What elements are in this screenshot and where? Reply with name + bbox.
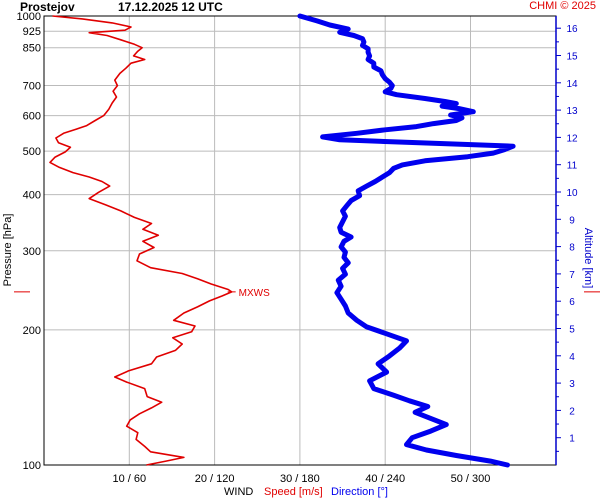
- pressure-tick-label: 1000: [17, 11, 41, 23]
- copyright-notice: CHMI © 2025: [529, 0, 596, 12]
- pressure-tick-label: 700: [23, 81, 41, 93]
- y2-axis-title: Altitude [km]: [582, 228, 594, 289]
- speed-axis-caption: Speed [m/s]: [264, 486, 323, 498]
- pressure-tick-label: 200: [23, 325, 41, 337]
- altitude-tick-label: 5: [569, 325, 575, 336]
- axes: 10 / 60 20 / 120 30 / 180 40 / 240 50 / 300 1…: [17, 11, 578, 485]
- x-axis-caption: WIND: [224, 486, 253, 498]
- x-tick-label: 20 / 120: [195, 473, 235, 485]
- x-tick-label: 50 / 300: [451, 473, 491, 485]
- altitude-tick-label: 9: [569, 215, 575, 226]
- sounding-datetime: 17.12.2025 12 UTC: [118, 0, 223, 14]
- altitude-tick-label: 12: [566, 133, 578, 144]
- pressure-tick-label: 100: [23, 460, 41, 472]
- x-tick-label: 30 / 180: [280, 473, 320, 485]
- altitude-tick-label: 2: [569, 406, 575, 417]
- x-tick-label: 40 / 240: [365, 473, 405, 485]
- speed-line: [49, 15, 233, 466]
- altitude-tick-label: 1: [569, 434, 575, 445]
- altitude-tick-label: 11: [567, 161, 578, 172]
- x-tick-label: 10 / 60: [112, 473, 146, 485]
- pressure-tick-label: 400: [23, 190, 41, 202]
- altitude-tick-label: 8: [569, 243, 575, 254]
- labels: Pressure [hPa] Altitude [km] WIND Speed …: [2, 214, 594, 498]
- station-name: Prostejov: [20, 0, 75, 14]
- altitude-tick-label: 13: [566, 106, 578, 117]
- pressure-tick-label: 925: [23, 26, 41, 38]
- altitude-tick-label: 16: [566, 24, 578, 35]
- altitude-tick-label: 7: [569, 270, 575, 281]
- pressure-tick-label: 300: [23, 246, 41, 258]
- grid: [44, 15, 556, 466]
- altitude-tick-label: 6: [569, 297, 575, 308]
- altitude-tick-label: 14: [566, 79, 578, 90]
- mxws-label: MXWS: [239, 288, 270, 299]
- pressure-tick-label: 600: [23, 111, 41, 123]
- altitude-tick-label: 10: [566, 188, 578, 199]
- altitude-tick-label: 4: [569, 352, 575, 363]
- pressure-tick-label: 500: [23, 146, 41, 158]
- altitude-tick-label: 15: [566, 52, 578, 63]
- direction-line: [297, 13, 516, 468]
- altitude-tick-label: 3: [569, 379, 575, 390]
- pressure-tick-label: 850: [23, 43, 41, 55]
- y-axis-title: Pressure [hPa]: [2, 214, 14, 287]
- direction-axis-caption: Direction [°]: [331, 486, 388, 498]
- series: MXWS: [14, 13, 600, 468]
